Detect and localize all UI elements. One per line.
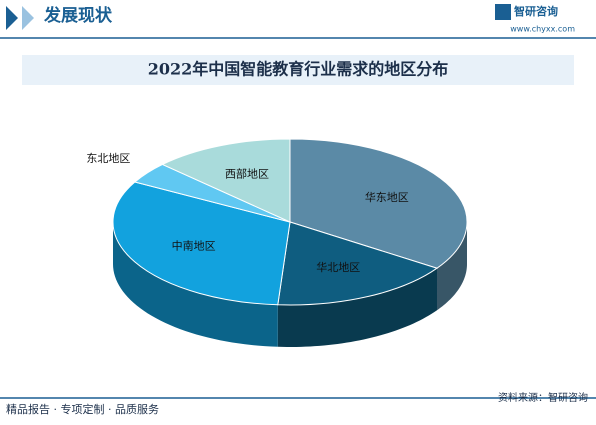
slice-side (113, 222, 278, 347)
url: www.chyxx.com (510, 25, 575, 34)
slice (161, 138, 291, 223)
slice-label: 华北地区 (316, 260, 360, 274)
slice-side (437, 222, 467, 311)
footer-left: 精品报告 · 专项定制 · 品质服务 (6, 402, 159, 416)
header-icon (6, 6, 18, 30)
slice-label: 华东地区 (365, 190, 409, 204)
title-box (22, 55, 574, 85)
slice-label: 西部地区 (225, 167, 269, 181)
chart-title: 2022年中国智能教育行业需求的地区分布 (148, 60, 449, 79)
footer-bg (0, 398, 596, 421)
header-icon (22, 6, 34, 30)
slice-label: 东北地区 (86, 152, 130, 165)
slice (277, 221, 439, 306)
slice (289, 138, 468, 269)
slice-label: 中南地区 (172, 240, 216, 253)
brand: 智研咨询 (514, 4, 558, 18)
slice-side (277, 268, 438, 347)
slice (112, 181, 291, 306)
section-title: 发展现状 (43, 5, 113, 26)
source: 资料来源：智研咨询 (498, 391, 588, 404)
logo (495, 4, 511, 20)
